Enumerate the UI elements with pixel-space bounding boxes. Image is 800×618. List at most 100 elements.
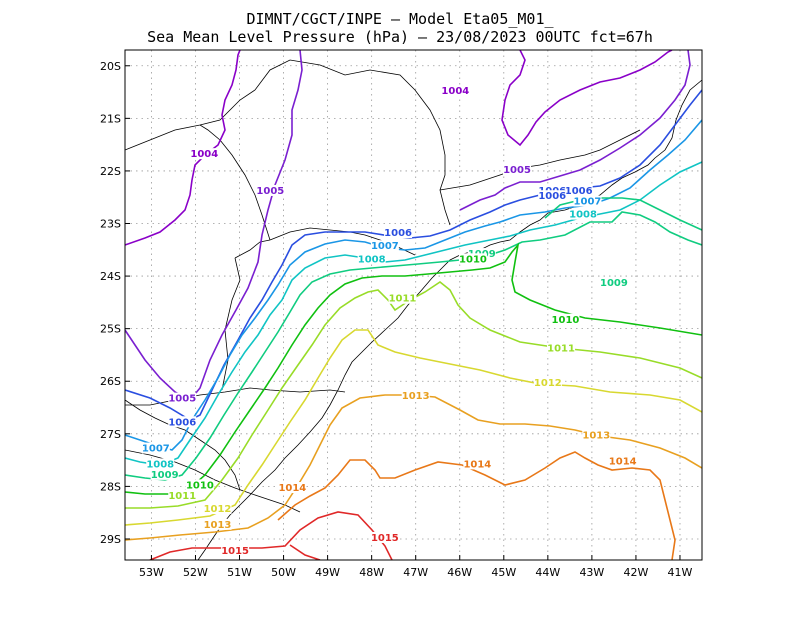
- contour-label-bg: [141, 442, 170, 454]
- x-tick-label: 53W: [139, 566, 164, 579]
- contour-label: 1006: [384, 228, 412, 239]
- y-tick-label: 22S: [100, 165, 121, 178]
- isobar-1005-east: [459, 50, 691, 211]
- isobar-1014: [277, 451, 676, 560]
- contour-label-bg: [458, 253, 487, 265]
- contour-label: 1012: [534, 378, 562, 389]
- isobar-1005-west: [125, 50, 303, 402]
- contour-label: 1006: [565, 186, 593, 197]
- contour-label: 1010: [186, 480, 214, 491]
- contour-label-bg: [150, 468, 179, 480]
- contour-label: 1007: [371, 241, 399, 252]
- x-tick-label: 43W: [579, 566, 604, 579]
- contour-label: 1005: [503, 165, 531, 176]
- isobar-1004-east: [501, 50, 673, 147]
- contour-labels: 1004100410051005100510061006100610061006…: [141, 85, 637, 557]
- x-tick-label: 51W: [227, 566, 252, 579]
- contour-label-bg: [278, 482, 307, 494]
- contour-label-bg: [256, 184, 285, 196]
- contour-label: 1015: [371, 533, 399, 544]
- contour-label-bg: [146, 458, 175, 470]
- x-tick-label: 50W: [271, 566, 296, 579]
- contour-label: 1013: [402, 391, 430, 402]
- contour-label-bg: [388, 292, 417, 304]
- y-tick-label: 20S: [100, 60, 121, 73]
- isobar-1010: [125, 242, 702, 495]
- chart-title-line-2: Sea Mean Level Pressure (hPa) – 23/08/20…: [147, 28, 653, 46]
- x-tick-label: 52W: [183, 566, 208, 579]
- contour-label: 1005: [168, 394, 196, 405]
- contour-label: 1011: [389, 294, 417, 305]
- x-tick-label: 45W: [491, 566, 516, 579]
- contour-label-bg: [608, 455, 637, 467]
- longitude-axis: 53W 52W 51W 50W 49W 48W 47W 46W 45W 44W 43W 42W 41W: [139, 555, 693, 579]
- plot-frame: [124, 49, 703, 561]
- contour-label-bg: [547, 342, 576, 354]
- contour-label-bg: [573, 195, 602, 207]
- contour-label: 1014: [278, 483, 306, 494]
- y-tick-label: 26S: [100, 375, 121, 388]
- contour-label: 1011: [168, 491, 196, 502]
- contour-label: 1006: [168, 417, 196, 428]
- isobar-1009-east: [544, 197, 702, 231]
- contour-label: 1008: [569, 210, 597, 221]
- contour-label: 1014: [463, 459, 491, 470]
- isobar-1012: [125, 329, 702, 526]
- state-border-mg-rj: [439, 129, 641, 191]
- state-border-pr-sc: [125, 387, 346, 406]
- contour-label-bg: [168, 489, 197, 501]
- contour-label-bg: [551, 313, 580, 325]
- contour-label-bg: [569, 208, 598, 220]
- contour-label: 1014: [609, 457, 637, 468]
- isobar-1009: [125, 211, 702, 481]
- coastline-and-borders: [125, 59, 702, 560]
- x-tick-label: 42W: [623, 566, 648, 579]
- brazil-coastline: [197, 79, 702, 560]
- x-tick-label: 47W: [403, 566, 428, 579]
- contour-label: 1012: [204, 504, 232, 515]
- contour-label: 1006: [538, 191, 566, 202]
- contour-label: 1010: [552, 315, 580, 326]
- contour-label: 1013: [582, 430, 610, 441]
- isobar-1011: [125, 281, 702, 509]
- contour-label-bg: [203, 503, 232, 515]
- contour-label-bg: [168, 392, 197, 404]
- contour-label-bg: [370, 240, 399, 252]
- y-tick-label: 28S: [100, 480, 121, 493]
- latitude-axis: 20S 21S 22S 23S 24S 25S 26S 27S 28S 29S: [100, 60, 130, 546]
- contour-label-bg: [221, 545, 250, 557]
- isobar-1015-bottom: [289, 544, 321, 560]
- contour-label: 1008: [146, 459, 174, 470]
- contour-label-bg: [533, 376, 562, 388]
- contour-label-bg: [582, 429, 611, 441]
- state-border-mg-sp: [125, 59, 451, 226]
- x-tick-label: 48W: [359, 566, 384, 579]
- contour-label-bg: [203, 518, 232, 530]
- contour-label: 1004: [441, 86, 469, 97]
- contour-label-bg: [185, 479, 214, 491]
- contour-label: 1007: [574, 196, 602, 207]
- y-tick-label: 23S: [100, 218, 121, 231]
- x-tick-label: 44W: [535, 566, 560, 579]
- contour-label-bg: [370, 531, 399, 543]
- contour-label: 1007: [142, 444, 170, 455]
- contour-label-bg: [168, 416, 197, 428]
- contour-label: 1010: [459, 254, 487, 265]
- y-tick-label: 25S: [100, 323, 121, 336]
- plot-area: [125, 50, 702, 560]
- contour-label-bg: [503, 163, 532, 175]
- state-border-ms-pr: [234, 239, 271, 259]
- y-tick-label: 27S: [100, 428, 121, 441]
- contour-label-bg: [357, 253, 386, 265]
- x-tick-label: 41W: [668, 566, 693, 579]
- contour-label: 1015: [221, 546, 249, 557]
- contour-label: 1008: [358, 254, 386, 265]
- y-tick-label: 24S: [100, 270, 121, 283]
- contour-label: 1013: [204, 520, 232, 531]
- contour-label-bg: [599, 276, 628, 288]
- y-tick-label: 29S: [100, 533, 121, 546]
- chart-title-line-1: DIMNT/CGCT/INPE – Model Eta05_M01_: [246, 10, 554, 28]
- x-tick-label: 49W: [315, 566, 340, 579]
- paraguay-border: [221, 257, 241, 391]
